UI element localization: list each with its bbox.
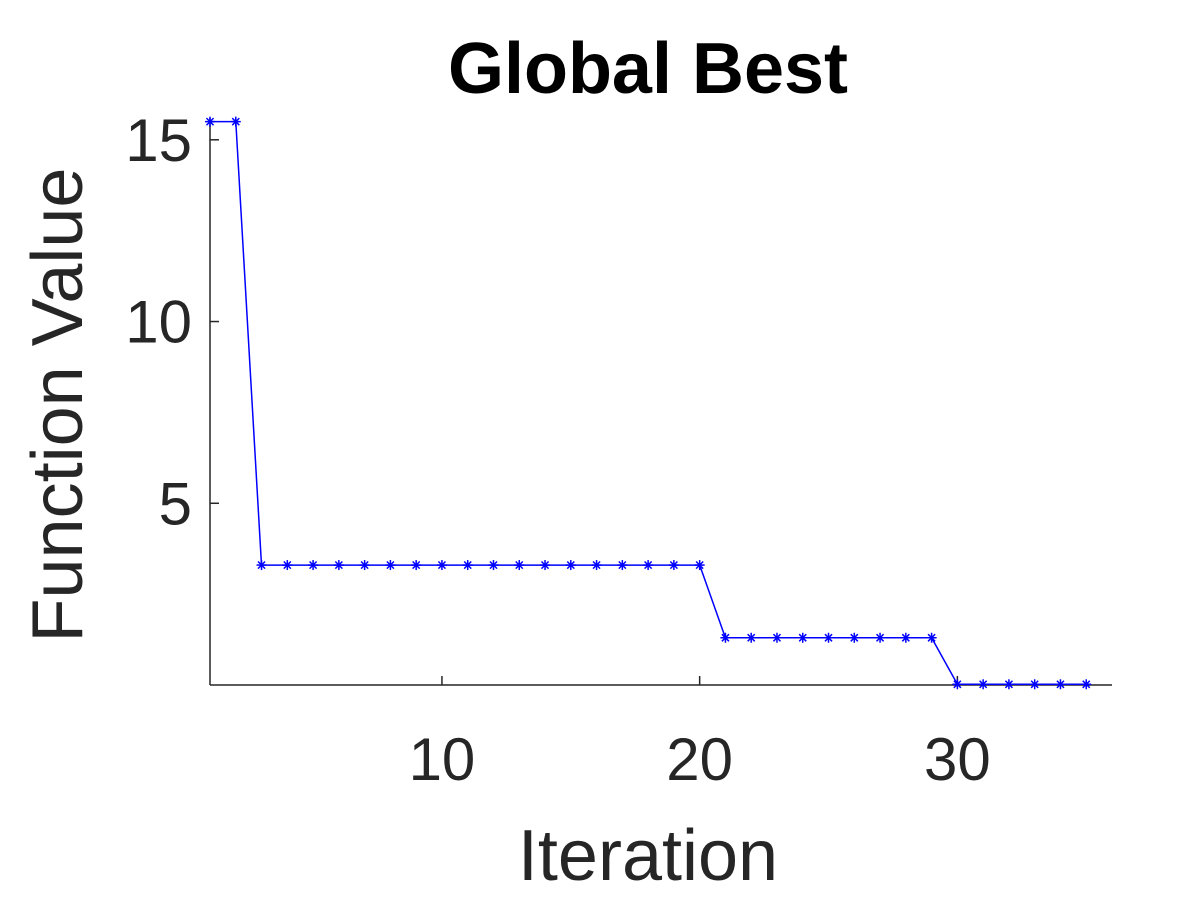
- data-point-marker: [488, 560, 499, 571]
- data-point-marker: [900, 632, 911, 643]
- data-point-marker: [282, 560, 293, 571]
- data-point-marker: [411, 560, 422, 571]
- data-point-marker: [952, 679, 963, 690]
- data-point-marker: [385, 560, 396, 571]
- data-point-marker: [333, 560, 344, 571]
- data-point-marker: [849, 632, 860, 643]
- data-point-marker: [230, 116, 241, 127]
- series: [205, 116, 1092, 690]
- data-point-marker: [643, 560, 654, 571]
- data-point-marker: [514, 560, 525, 571]
- data-point-marker: [617, 560, 628, 571]
- data-point-marker: [308, 560, 319, 571]
- data-point-marker: [720, 632, 731, 643]
- y-tick-label: 5: [159, 470, 192, 537]
- y-tick-label: 10: [125, 289, 192, 356]
- x-axis-label: Iteration: [518, 816, 778, 896]
- data-point-marker: [875, 632, 886, 643]
- data-point-marker: [1081, 679, 1092, 690]
- data-point-marker: [591, 560, 602, 571]
- data-point-marker: [926, 632, 937, 643]
- data-point-marker: [359, 560, 370, 571]
- data-point-marker: [797, 632, 808, 643]
- y-tick-label: 15: [125, 107, 192, 174]
- x-tick-label: 30: [924, 726, 991, 793]
- data-point-marker: [436, 560, 447, 571]
- data-point-marker: [668, 560, 679, 571]
- data-point-marker: [256, 560, 267, 571]
- x-tick-label: 20: [666, 726, 733, 793]
- data-point-marker: [771, 632, 782, 643]
- data-point-marker: [1055, 679, 1066, 690]
- data-point-marker: [205, 116, 215, 127]
- data-point-marker: [1003, 679, 1014, 690]
- x-tick-label: 10: [409, 726, 476, 793]
- data-point-marker: [823, 632, 834, 643]
- y-axis-label: Function Value: [18, 168, 98, 643]
- chart-title: Global Best: [448, 29, 848, 109]
- data-point-marker: [565, 560, 576, 571]
- data-point-marker: [978, 679, 989, 690]
- data-point-marker: [462, 560, 473, 571]
- ticks: 10 20 30 5 10 15: [125, 107, 990, 793]
- data-point-marker: [540, 560, 551, 571]
- data-point-marker: [746, 632, 757, 643]
- data-point-marker: [1029, 679, 1040, 690]
- data-point-marker: [694, 560, 705, 571]
- axes: [209, 118, 1112, 686]
- series-line: [210, 120, 1087, 686]
